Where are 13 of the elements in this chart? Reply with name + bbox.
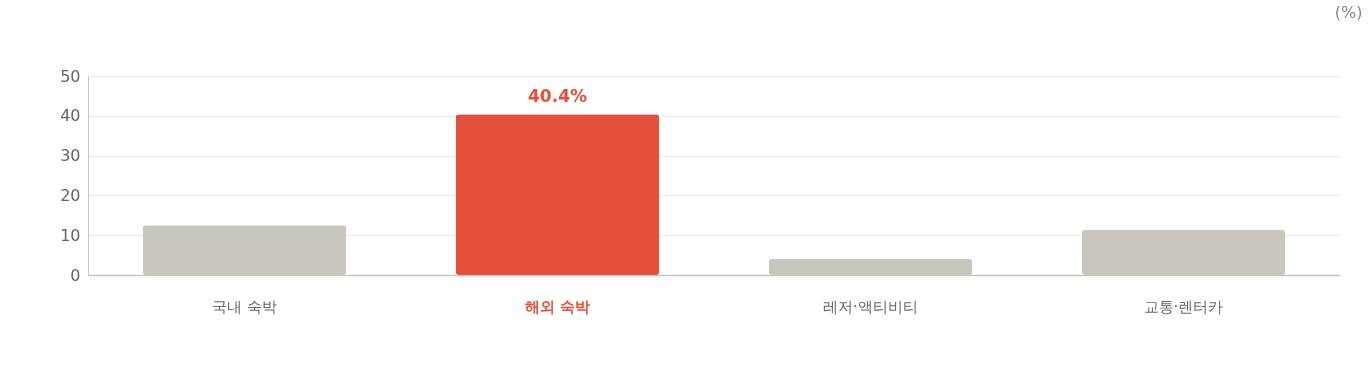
y-tick-label: 20 bbox=[60, 185, 81, 205]
data-label: 40.4% bbox=[528, 86, 587, 107]
x-tick-label: 교통·렌터카 bbox=[1143, 297, 1224, 316]
y-tick-label: 50 bbox=[60, 66, 81, 86]
bar bbox=[455, 114, 660, 275]
y-tick-label: 0 bbox=[70, 265, 81, 285]
y-tick-label: 30 bbox=[60, 146, 81, 166]
y-tick-label: 40 bbox=[60, 106, 81, 126]
x-tick-label: 해외 숙박 bbox=[524, 297, 591, 316]
y-tick-label: 10 bbox=[60, 225, 81, 245]
y-axis-title: (%) bbox=[1334, 2, 1363, 22]
x-tick-label: 국내 숙박 bbox=[212, 297, 277, 316]
x-tick-label: 레저·액티비티 bbox=[823, 297, 918, 316]
